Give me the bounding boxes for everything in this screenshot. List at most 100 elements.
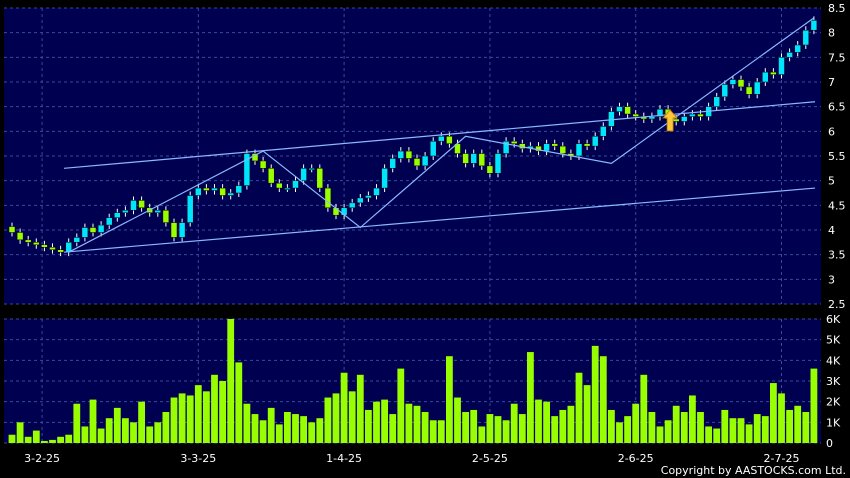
candle-body xyxy=(373,187,380,196)
volume-bar xyxy=(591,345,599,443)
volume-bar xyxy=(575,372,583,443)
volume-bar xyxy=(656,426,664,443)
volume-bar xyxy=(737,418,745,443)
volume-bar xyxy=(97,428,105,443)
candle-body xyxy=(348,202,356,209)
price-tick-label: 7.5 xyxy=(828,51,846,64)
price-tick-label: 2.5 xyxy=(828,298,846,311)
trendlines xyxy=(63,17,816,253)
candle-body xyxy=(494,153,502,174)
volume-bar xyxy=(470,409,478,443)
candle-body xyxy=(16,232,24,241)
candle-body xyxy=(551,143,558,147)
price-tick-label: 4 xyxy=(828,224,835,237)
volume-bar xyxy=(122,418,129,443)
candle-body xyxy=(470,153,477,164)
volume-gridlines xyxy=(4,318,821,444)
candle-body xyxy=(624,106,631,115)
candle-body xyxy=(41,244,48,248)
volume-bar xyxy=(802,412,810,443)
candle-body xyxy=(543,143,550,152)
volume-tick-label: 1K xyxy=(826,416,841,429)
candle-body xyxy=(762,71,769,83)
annotation-layer xyxy=(662,109,678,132)
volume-bar xyxy=(599,356,607,443)
volume-bar xyxy=(275,424,283,443)
price-axis-labels: 2.5 3 3.5 4 4.5 5 5.5 6 6.5 7 7.5 8 8.5 xyxy=(828,2,846,311)
date-tick-label: 3-3-25 xyxy=(180,452,216,465)
volume-bar xyxy=(292,414,299,443)
candle-body xyxy=(697,113,704,117)
candle-body xyxy=(186,195,194,223)
candle-body xyxy=(591,136,599,147)
candle-body xyxy=(745,86,753,95)
price-gridlines xyxy=(4,7,821,305)
volume-tick-label: 2K xyxy=(826,396,841,409)
volume-tick-label: 6K xyxy=(826,313,841,326)
candle-body xyxy=(89,227,97,233)
up-arrow-marker xyxy=(662,109,678,132)
date-tick-label: 3-2-25 xyxy=(24,452,60,465)
volume-bar xyxy=(608,409,615,443)
candle-body xyxy=(97,224,105,233)
volume-bar xyxy=(437,420,445,443)
volume-bar xyxy=(616,422,623,443)
volume-bar xyxy=(348,391,356,443)
volume-bar xyxy=(203,391,210,443)
volume-bar xyxy=(786,409,793,443)
volume-bar xyxy=(697,412,704,443)
candle-body xyxy=(154,210,162,213)
candle-body xyxy=(324,187,332,209)
candle-body xyxy=(681,116,688,122)
candle-body xyxy=(413,158,421,167)
price-tick-label: 5 xyxy=(828,175,835,188)
candle-body xyxy=(446,136,453,144)
volume-bar xyxy=(324,397,332,443)
volume-bar xyxy=(745,424,753,443)
volume-bar xyxy=(648,412,656,443)
price-tick-label: 8 xyxy=(828,27,835,40)
volume-bar xyxy=(559,409,567,443)
volume-bar xyxy=(154,422,162,443)
volume-bar xyxy=(300,416,307,443)
volume-bar xyxy=(243,403,251,443)
volume-bar xyxy=(105,418,113,443)
volume-bar xyxy=(778,393,785,443)
candle-body xyxy=(713,96,720,107)
volume-bar xyxy=(162,412,170,443)
candle-body xyxy=(510,140,518,144)
candle-body xyxy=(770,71,777,75)
volume-bar xyxy=(332,393,340,443)
candle-body xyxy=(105,217,113,226)
candle-body xyxy=(49,247,56,250)
date-tick-label: 1-4-25 xyxy=(326,452,362,465)
volume-bar xyxy=(65,434,73,443)
candle-body xyxy=(138,200,145,209)
price-tick-label: 3.5 xyxy=(828,249,846,262)
volume-bar xyxy=(130,422,137,443)
volume-bar xyxy=(640,374,648,443)
candle-body xyxy=(219,187,226,196)
price-tick-label: 4.5 xyxy=(828,199,846,212)
candle-body xyxy=(608,111,615,127)
candle-body xyxy=(397,150,405,159)
volume-bar xyxy=(227,319,235,443)
candle-body xyxy=(778,57,785,75)
candle-body xyxy=(737,79,745,88)
candle-body xyxy=(24,239,32,243)
candle-body xyxy=(559,145,567,154)
volume-bar xyxy=(235,362,243,443)
candle-body xyxy=(421,155,429,167)
volume-bar xyxy=(551,416,559,443)
candle-body xyxy=(462,153,469,164)
volume-bar xyxy=(381,399,388,443)
candle-body xyxy=(632,113,639,117)
price-tick-label: 3 xyxy=(828,273,835,286)
volume-bar xyxy=(267,407,275,443)
candle-body xyxy=(122,210,129,213)
volume-bar xyxy=(624,416,631,443)
candle-body xyxy=(114,212,121,218)
volume-bar xyxy=(219,381,226,443)
volume-bar xyxy=(186,395,194,443)
